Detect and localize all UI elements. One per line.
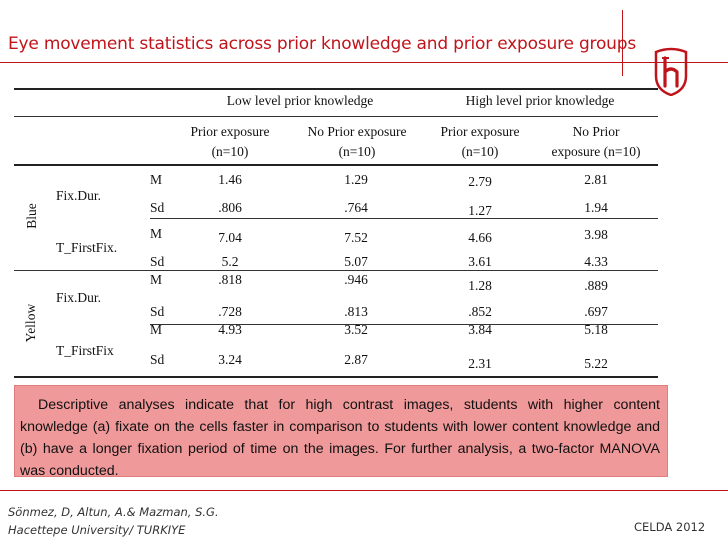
- footer-authors: Sönmez, D, Altun, A.& Mazman, S.G.: [8, 505, 219, 519]
- column-header-line: Prior exposure: [440, 124, 520, 139]
- table-cell: .889: [584, 278, 608, 293]
- table-top-rule: [14, 88, 658, 90]
- table-cell: 4.33: [584, 254, 608, 269]
- table-cell: .764: [344, 200, 368, 215]
- column-header-line: No Prior: [572, 124, 620, 139]
- stat-label: Sd: [150, 304, 165, 319]
- right-divider: [622, 10, 623, 76]
- stat-label: M: [150, 172, 163, 187]
- stat-label: Sd: [150, 254, 165, 269]
- table-cell: .946: [344, 272, 368, 287]
- measure-name: Fix.Dur.: [56, 188, 102, 203]
- footer-divider: [0, 490, 728, 491]
- table-cell: 4.93: [218, 322, 242, 337]
- column-header-line: (n=10): [211, 144, 249, 159]
- footer-conference: CELDA 2012: [634, 520, 706, 534]
- column-header: Prior exposure (n=10): [175, 122, 285, 162]
- table-cell: 5.22: [584, 356, 608, 371]
- table-rule: [14, 116, 658, 117]
- table-cell: 7.52: [344, 230, 368, 245]
- table-cell: .813: [344, 304, 368, 319]
- summary-box: [14, 385, 668, 477]
- section-label-yellow: Yellow: [23, 303, 38, 343]
- table-cell: 1.27: [468, 203, 492, 218]
- table-cell: 1.28: [468, 278, 492, 293]
- measure-name: Fix.Dur.: [56, 290, 102, 305]
- column-header: Prior exposure (n=10): [426, 122, 534, 162]
- section-label-blue: Blue: [24, 203, 39, 229]
- university-logo-icon: [654, 47, 688, 96]
- column-header: No Prior exposure (n=10): [538, 122, 654, 162]
- table-cell: .697: [584, 304, 608, 319]
- column-header-line: Prior exposure: [190, 124, 270, 139]
- table-cell: 3.98: [584, 227, 608, 242]
- table-cell: 3.52: [344, 322, 368, 337]
- group-header: Low level prior knowledge: [226, 93, 374, 108]
- summary-text: Descriptive analyses indicate that for h…: [20, 397, 660, 479]
- table-cell: 5.18: [584, 322, 608, 337]
- table-cell: 3.84: [468, 322, 492, 337]
- table-cell: 3.61: [468, 254, 492, 269]
- table-cell: 2.79: [468, 174, 492, 189]
- stat-label: Sd: [150, 200, 165, 215]
- table-header-rule: [14, 164, 658, 166]
- table-cell: 7.04: [218, 230, 242, 245]
- table-rule: [150, 218, 658, 219]
- stat-label: M: [150, 226, 163, 241]
- column-header-line: (n=10): [461, 144, 499, 159]
- section-divider: [14, 270, 658, 271]
- stat-label: Sd: [150, 352, 165, 367]
- table-cell: 2.87: [344, 352, 368, 367]
- table-cell: 1.46: [218, 172, 242, 187]
- table-cell: .806: [218, 200, 242, 215]
- table-cell: 5.2: [221, 254, 239, 269]
- table-cell: 1.29: [344, 172, 368, 187]
- table-cell: 2.81: [584, 172, 608, 187]
- column-header-line: No Prior exposure: [307, 124, 407, 139]
- column-header: No Prior exposure (n=10): [290, 122, 424, 162]
- table-cell: 4.66: [468, 230, 492, 245]
- table-cell: .852: [468, 304, 492, 319]
- column-header-line: (n=10): [338, 144, 376, 159]
- table-cell: 5.07: [344, 254, 368, 269]
- footer-affiliation: Hacettepe University/ TURKIYE: [8, 523, 186, 537]
- table-cell: 1.94: [584, 200, 608, 215]
- table-cell: .728: [218, 304, 242, 319]
- table-cell: 2.31: [468, 356, 492, 371]
- column-header-line: exposure (n=10): [551, 144, 641, 159]
- page-title: Eye movement statistics across prior kno…: [8, 34, 636, 54]
- title-underline: [0, 62, 728, 63]
- table-cell: 3.24: [218, 352, 242, 367]
- measure-name: T_FirstFix: [56, 343, 114, 358]
- stat-label: M: [150, 322, 163, 337]
- stat-label: M: [150, 272, 163, 287]
- table-bottom-rule: [14, 376, 658, 378]
- table-cell: .818: [218, 272, 242, 287]
- measure-name: T_FirstFix.: [56, 240, 118, 255]
- table-rule: [150, 324, 658, 325]
- group-header: High level prior knowledge: [465, 93, 615, 108]
